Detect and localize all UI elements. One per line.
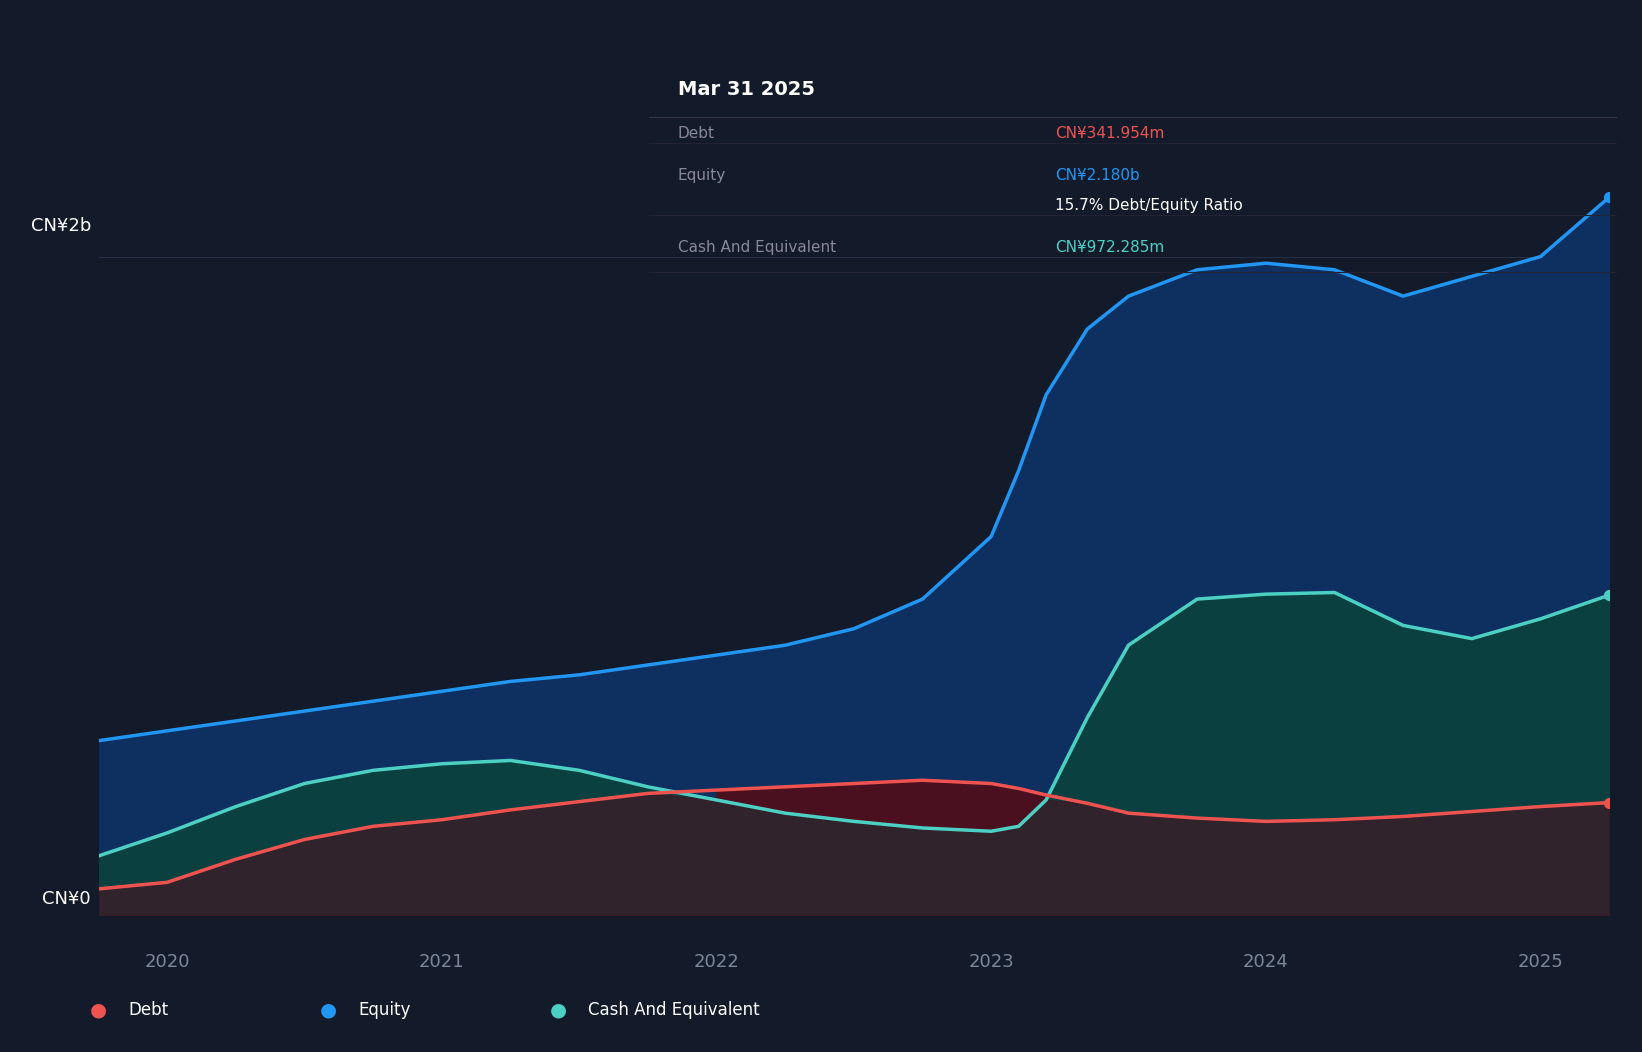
- Text: CN¥2b: CN¥2b: [31, 218, 90, 236]
- Text: 2021: 2021: [419, 953, 465, 971]
- Text: CN¥972.285m: CN¥972.285m: [1056, 240, 1164, 255]
- Text: 2025: 2025: [1517, 953, 1563, 971]
- Text: 2023: 2023: [969, 953, 1015, 971]
- Text: 2024: 2024: [1243, 953, 1289, 971]
- Text: Debt: Debt: [128, 1000, 167, 1019]
- Text: ●: ●: [90, 1000, 107, 1019]
- Text: Equity: Equity: [678, 167, 726, 183]
- Text: Debt: Debt: [678, 126, 714, 141]
- Text: Cash And Equivalent: Cash And Equivalent: [678, 240, 836, 255]
- Text: ●: ●: [320, 1000, 337, 1019]
- Text: 2020: 2020: [144, 953, 190, 971]
- Text: Equity: Equity: [358, 1000, 410, 1019]
- Text: Cash And Equivalent: Cash And Equivalent: [588, 1000, 760, 1019]
- Text: CN¥0: CN¥0: [43, 890, 90, 908]
- Text: 15.7% Debt/Equity Ratio: 15.7% Debt/Equity Ratio: [1056, 198, 1243, 213]
- Text: 2022: 2022: [693, 953, 739, 971]
- Text: Mar 31 2025: Mar 31 2025: [678, 80, 814, 99]
- Text: CN¥341.954m: CN¥341.954m: [1056, 126, 1164, 141]
- Text: ●: ●: [550, 1000, 566, 1019]
- Text: CN¥2.180b: CN¥2.180b: [1056, 167, 1140, 183]
